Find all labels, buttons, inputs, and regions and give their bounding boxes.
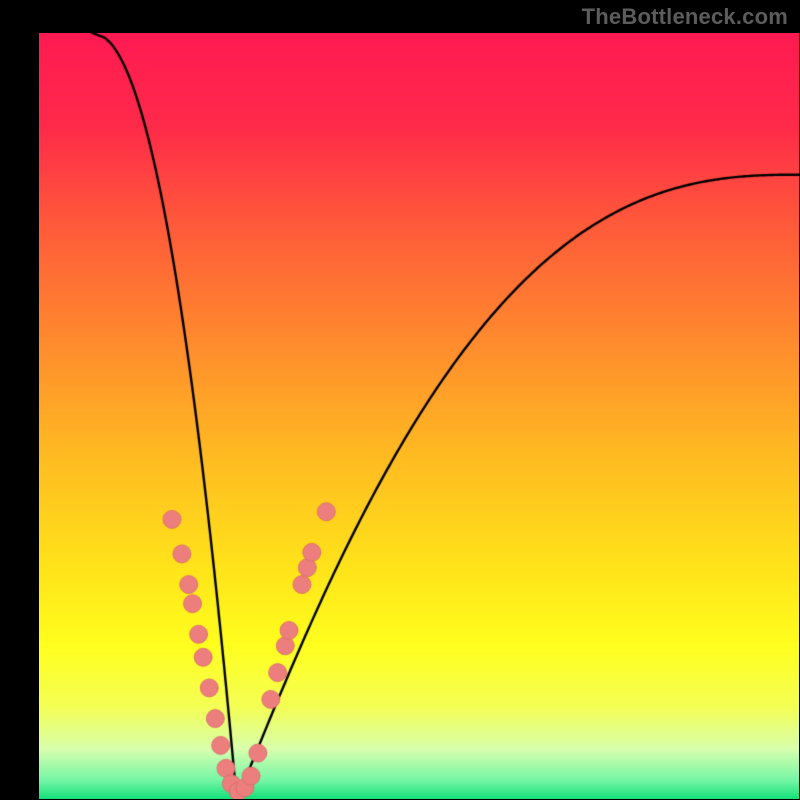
plot-area [39, 33, 799, 799]
chart-canvas [39, 33, 799, 799]
chart-stage: TheBottleneck.com [0, 0, 800, 800]
watermark-text: TheBottleneck.com [582, 4, 788, 30]
